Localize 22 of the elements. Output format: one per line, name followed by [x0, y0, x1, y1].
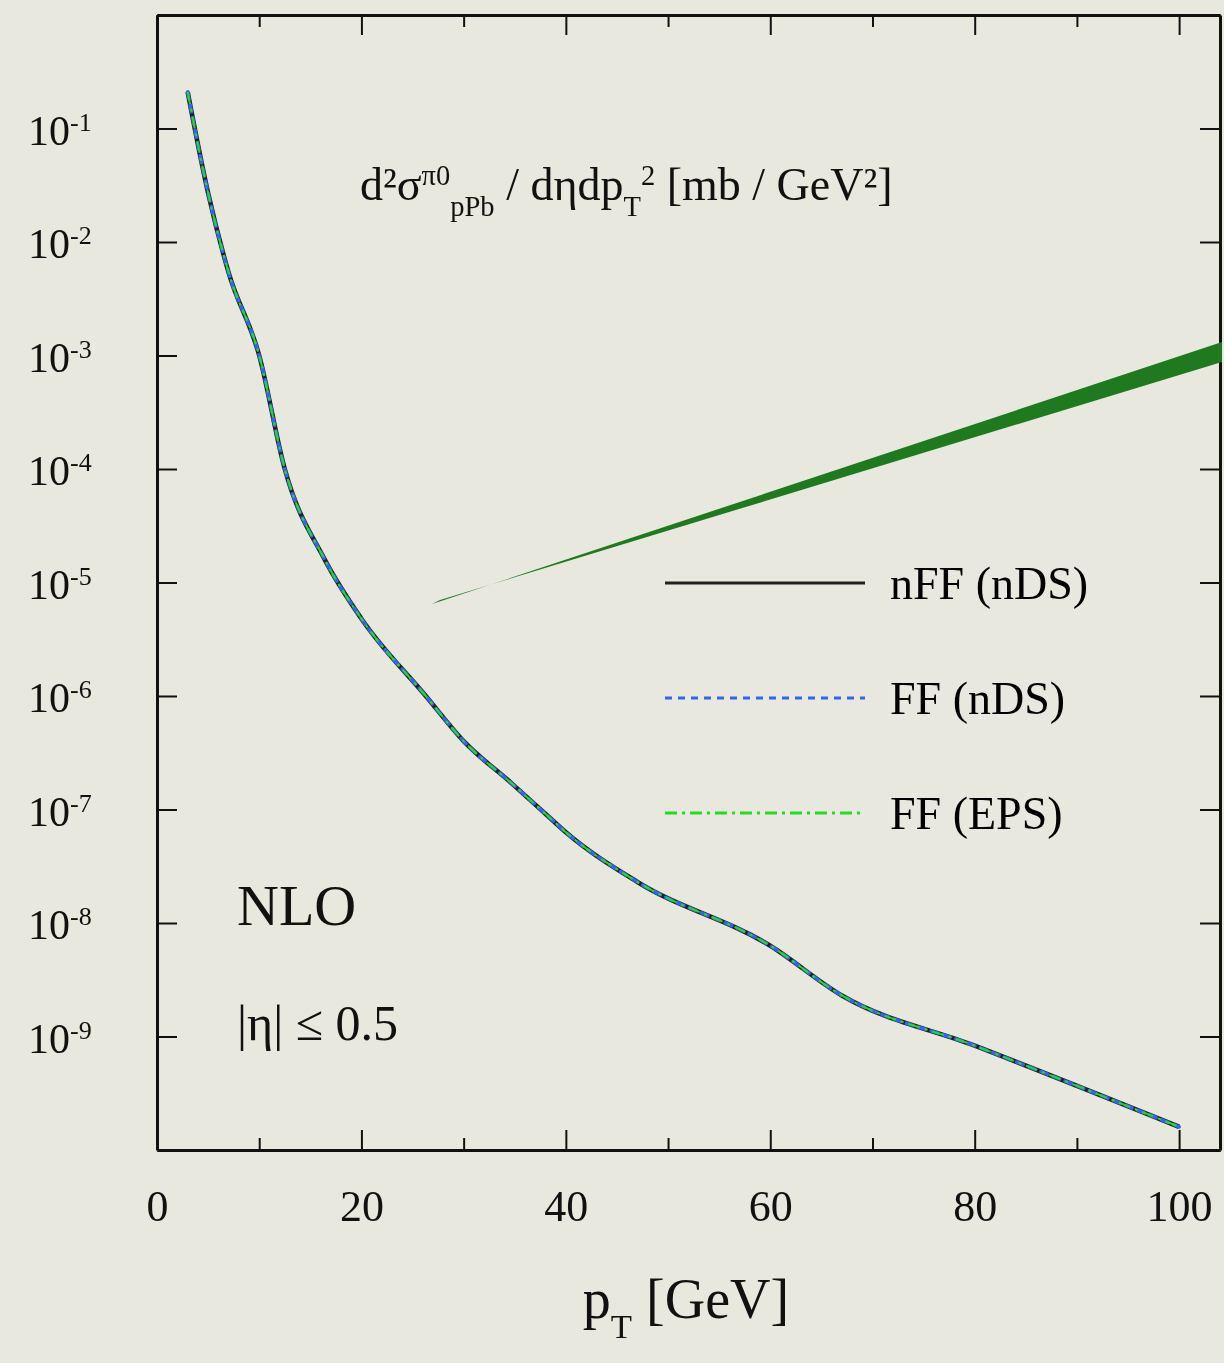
legend-label: FF (nDS) [890, 673, 1066, 724]
annotation: |η| ≤ 0.5 [237, 995, 399, 1051]
x-tick-label: 40 [544, 1182, 589, 1232]
y-tick-label: 10$^{-7}$ [28, 788, 92, 835]
y-tick-label: 10$^{-4}$ [28, 447, 92, 494]
annotation: d²σ$^{π0}$$_{pPb}$ / dηdp$_{T}$$^{2}$ [mb / GeV²] [360, 159, 893, 222]
y-tick-label: 10$^{-5}$ [28, 561, 92, 608]
y-tick-label: 10$^{-8}$ [28, 901, 92, 948]
x-tick-label: 100 [1146, 1182, 1213, 1232]
annotation: NLO [237, 873, 357, 938]
y-tick-label: 10$^{-3}$ [28, 334, 92, 381]
x-tick-label: 80 [953, 1182, 998, 1232]
y-tick-label: 10$^{-2}$ [28, 220, 92, 267]
x-tick-label: 20 [339, 1182, 384, 1232]
x-tick-label: 0 [146, 1182, 169, 1232]
legend-label: FF (EPS) [890, 788, 1063, 839]
legend-label: nFF (nDS) [890, 558, 1089, 609]
x-tick-label: 60 [748, 1182, 793, 1232]
y-tick-label: 10$^{-9}$ [28, 1015, 92, 1062]
x-axis-title: p$_{T}$ [GeV] [582, 1268, 790, 1346]
y-tick-label: 10$^{-1}$ [28, 107, 92, 154]
y-tick-label: 10$^{-6}$ [28, 674, 92, 721]
